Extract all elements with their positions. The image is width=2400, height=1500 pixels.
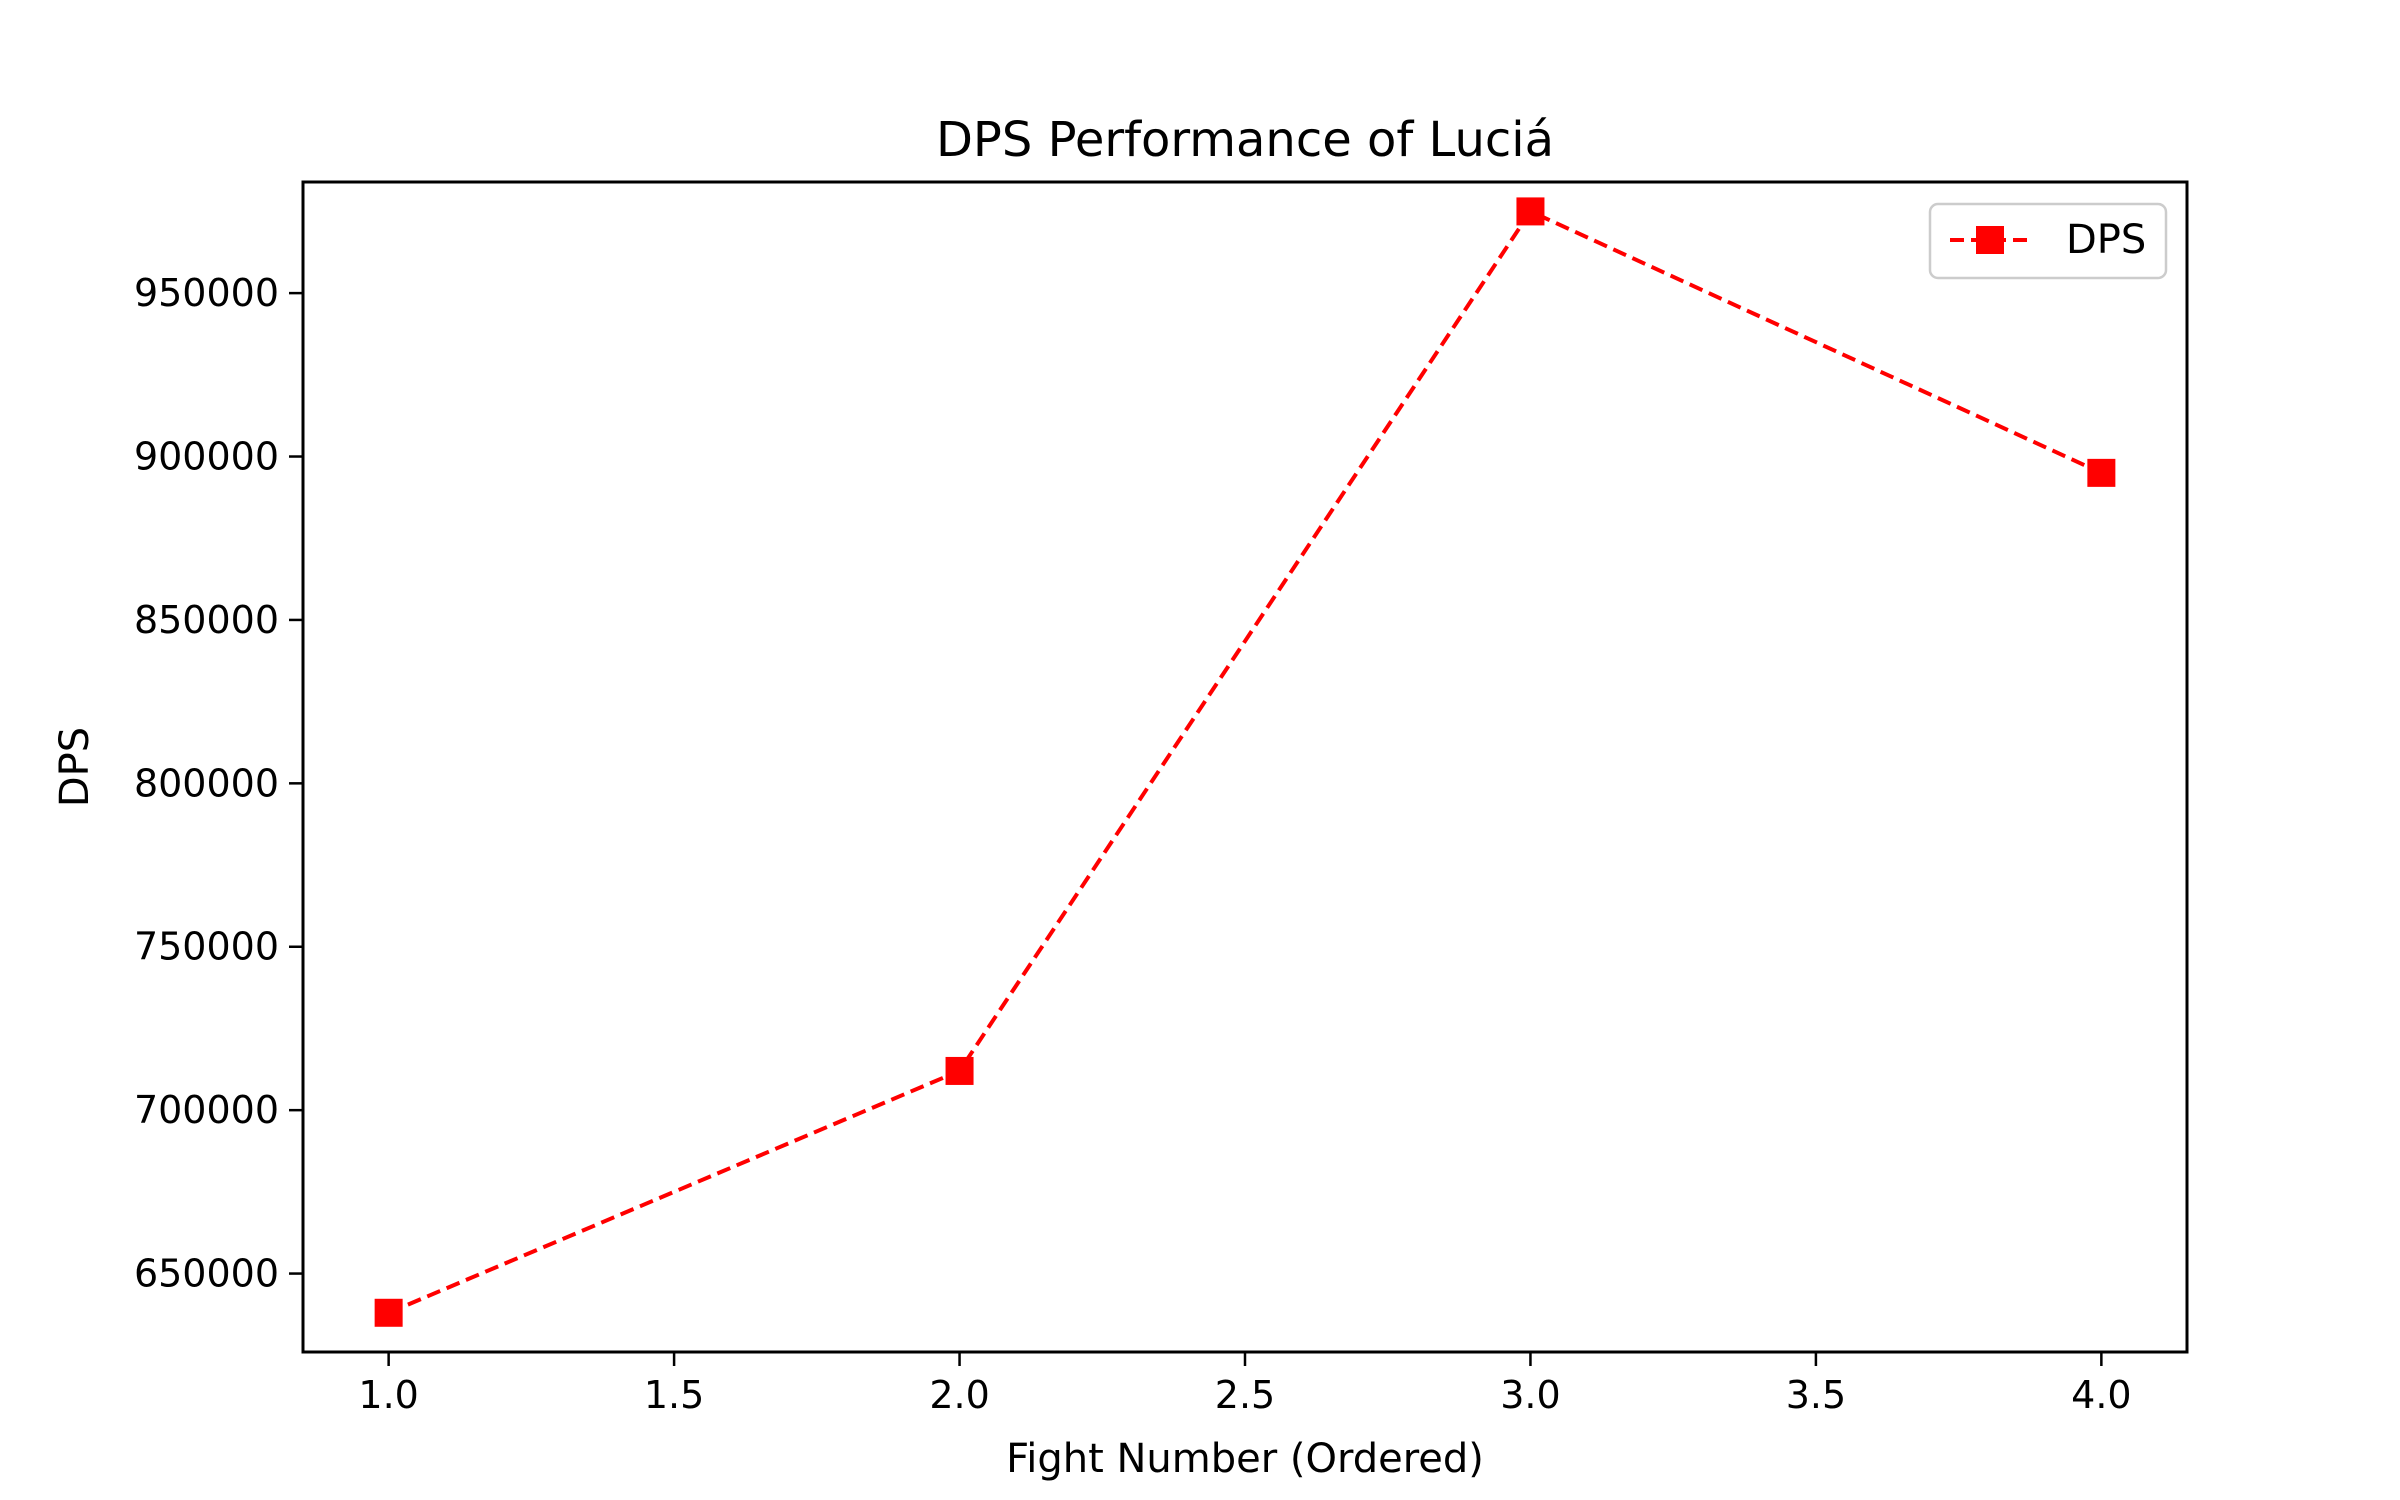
data-point-marker — [374, 1298, 403, 1327]
x-axis-label: Fight Number (Ordered) — [1006, 1436, 1484, 1482]
legend-label-dps: DPS — [2066, 217, 2146, 263]
y-tick-label: 750000 — [134, 925, 279, 969]
x-tick-label: 3.5 — [1786, 1373, 1846, 1417]
y-axis-ticks: 650000 700000 750000 800000 850000 900000 9500… — [134, 271, 303, 1296]
y-axis-label: DPS — [52, 727, 98, 807]
x-tick-label: 2.0 — [929, 1373, 989, 1417]
plot-area — [301, 180, 2189, 1354]
data-point-marker — [945, 1056, 974, 1085]
data-point-marker — [1516, 197, 1545, 226]
legend: DPS — [1928, 202, 2168, 280]
y-tick-label: 900000 — [134, 435, 279, 479]
x-tick-label: 1.0 — [358, 1373, 418, 1417]
y-tick-label: 950000 — [134, 271, 279, 315]
legend-marker-sample — [1976, 226, 2004, 254]
series-line-dps — [387, 208, 2103, 1315]
y-tick-label: 700000 — [134, 1088, 279, 1132]
chart-title: DPS Performance of Luciá — [936, 112, 1554, 168]
x-tick-label: 3.0 — [1500, 1373, 1560, 1417]
y-tick-label: 850000 — [134, 598, 279, 642]
data-point-marker — [2087, 458, 2116, 487]
x-tick-label: 4.0 — [2071, 1373, 2131, 1417]
x-tick-label: 2.5 — [1215, 1373, 1275, 1417]
y-tick-label: 650000 — [134, 1252, 279, 1296]
x-axis-ticks: 1.0 1.5 2.0 2.5 3.0 3.5 4.0 — [358, 1352, 2132, 1417]
x-tick-label: 1.5 — [644, 1373, 704, 1417]
y-tick-label: 800000 — [134, 761, 279, 805]
legend-box — [1928, 202, 2168, 280]
series-layer — [374, 197, 2116, 1327]
